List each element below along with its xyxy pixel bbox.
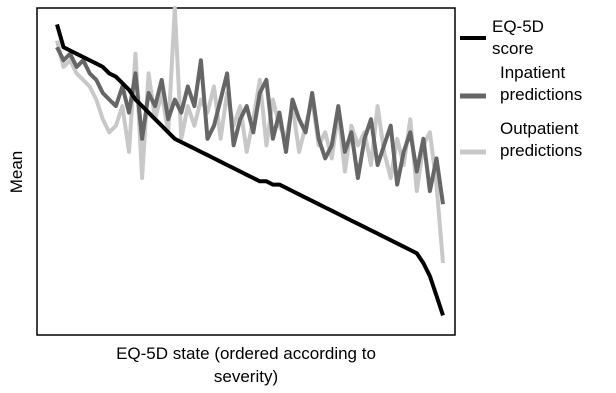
series-line xyxy=(55,6,445,264)
y-axis-label: Mean xyxy=(7,151,26,194)
x-axis-label: EQ-5D state (ordered according to severit… xyxy=(116,344,376,386)
plot-frame xyxy=(36,7,456,336)
legend-label: Inpatient predictions xyxy=(500,63,582,104)
series-line xyxy=(55,23,445,317)
legend-label: Outpatient predictions xyxy=(500,119,582,160)
series-line xyxy=(55,46,445,205)
legend-label: EQ-5D score xyxy=(492,17,544,58)
